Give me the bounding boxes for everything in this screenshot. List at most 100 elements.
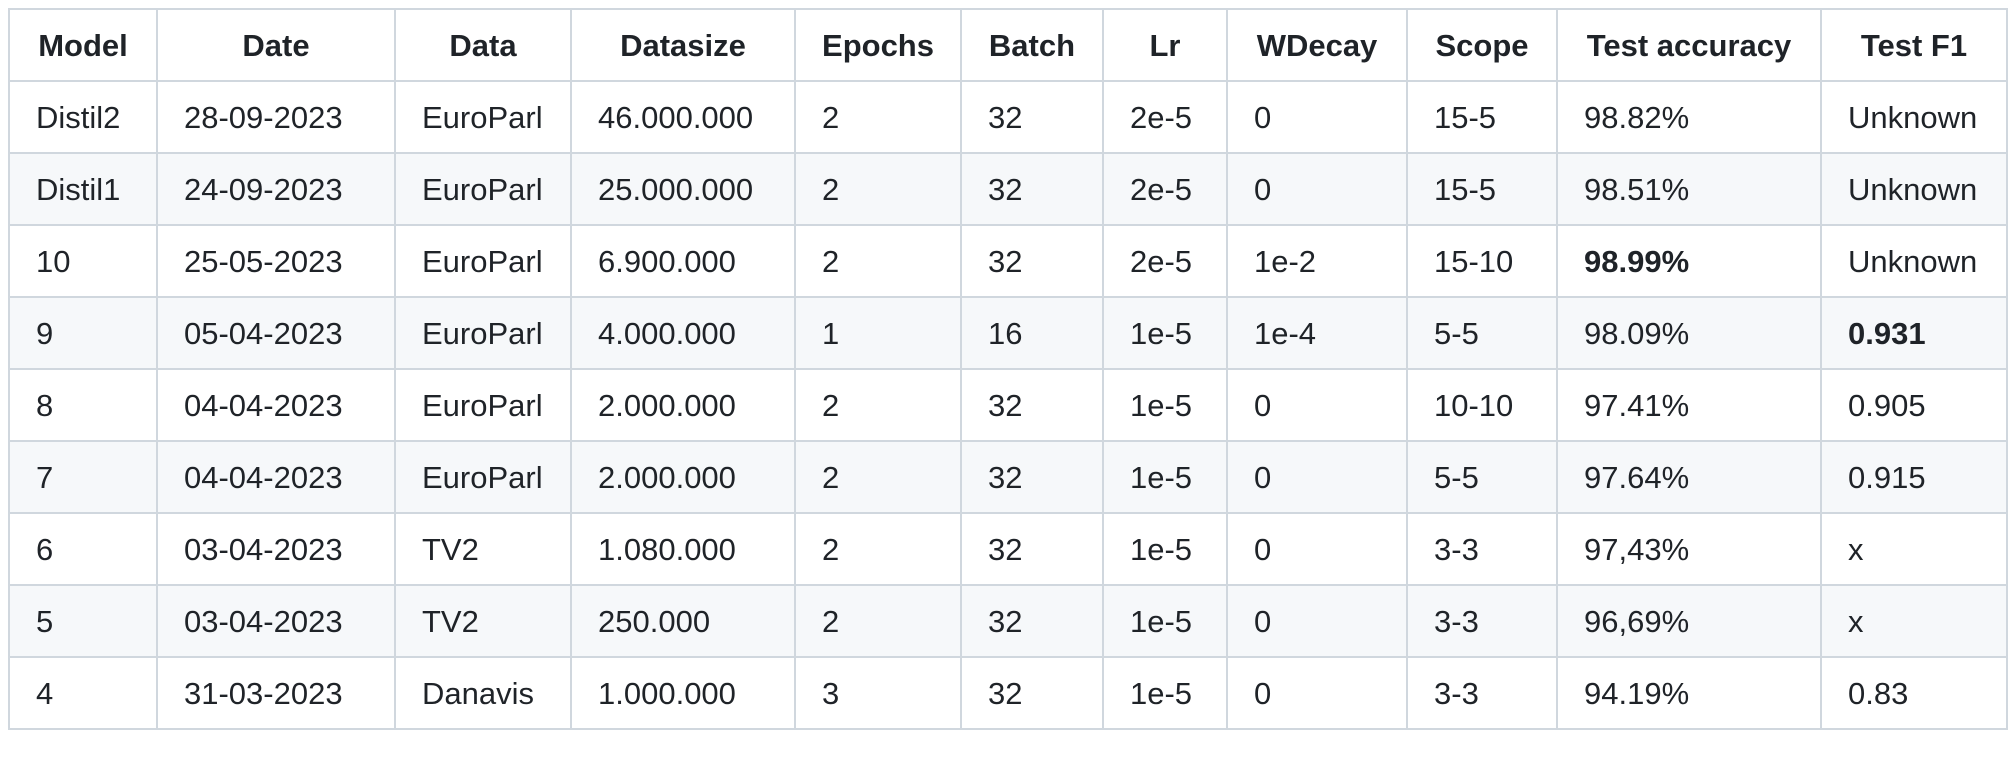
- header-scope: Scope: [1406, 8, 1558, 82]
- cell-test-accuracy: 98.51%: [1556, 152, 1822, 226]
- header-data: Data: [394, 8, 572, 82]
- cell-scope: 10-10: [1406, 368, 1558, 442]
- cell-model: 7: [8, 440, 158, 514]
- cell-test-f1: Unknown: [1820, 224, 2008, 298]
- cell-lr: 2e-5: [1102, 224, 1228, 298]
- cell-scope: 5-5: [1406, 296, 1558, 370]
- cell-batch: 32: [960, 584, 1104, 658]
- table-row: Distil2 28-09-2023 EuroParl 46.000.000 2 32 2e…: [8, 80, 2008, 154]
- table-row: 5 03-04-2023 TV2 250.000 2 32 1e-5 0 3-3 96,69% x: [8, 584, 2008, 658]
- table-row: 8 04-04-2023 EuroParl 2.000.000 2 32 1e-5 0 10-1…: [8, 368, 2008, 442]
- cell-wdecay: 0: [1226, 512, 1408, 586]
- table-row: 10 25-05-2023 EuroParl 6.900.000 2 32 2e-5 1e-2…: [8, 224, 2008, 298]
- cell-data: Danavis: [394, 656, 572, 730]
- cell-epochs: 1: [794, 296, 962, 370]
- header-datasize: Datasize: [570, 8, 796, 82]
- cell-date: 24-09-2023: [156, 152, 396, 226]
- cell-epochs: 2: [794, 512, 962, 586]
- cell-test-accuracy: 94.19%: [1556, 656, 1822, 730]
- cell-wdecay: 0: [1226, 440, 1408, 514]
- cell-epochs: 2: [794, 152, 962, 226]
- header-test-f1: Test F1: [1820, 8, 2008, 82]
- table-row: 9 05-04-2023 EuroParl 4.000.000 1 16 1e-5 1e-4 5…: [8, 296, 2008, 370]
- cell-data: EuroParl: [394, 152, 572, 226]
- cell-test-f1: 0.915: [1820, 440, 2008, 514]
- cell-date: 05-04-2023: [156, 296, 396, 370]
- table-body: Distil2 28-09-2023 EuroParl 46.000.000 2 32 2e…: [8, 80, 2008, 730]
- header-epochs: Epochs: [794, 8, 962, 82]
- cell-wdecay: 1e-4: [1226, 296, 1408, 370]
- cell-test-accuracy: 97.41%: [1556, 368, 1822, 442]
- cell-epochs: 2: [794, 368, 962, 442]
- cell-epochs: 2: [794, 440, 962, 514]
- cell-test-f1: x: [1820, 584, 2008, 658]
- cell-data: EuroParl: [394, 296, 572, 370]
- cell-model: Distil2: [8, 80, 158, 154]
- cell-date: 31-03-2023: [156, 656, 396, 730]
- header-lr: Lr: [1102, 8, 1228, 82]
- cell-wdecay: 0: [1226, 584, 1408, 658]
- cell-date: 25-05-2023: [156, 224, 396, 298]
- header-model: Model: [8, 8, 158, 82]
- cell-test-f1: 0.931: [1820, 296, 2008, 370]
- cell-wdecay: 0: [1226, 656, 1408, 730]
- cell-batch: 32: [960, 512, 1104, 586]
- cell-data: EuroParl: [394, 368, 572, 442]
- cell-scope: 15-10: [1406, 224, 1558, 298]
- cell-batch: 32: [960, 80, 1104, 154]
- header-date: Date: [156, 8, 396, 82]
- cell-model: 10: [8, 224, 158, 298]
- cell-scope: 15-5: [1406, 152, 1558, 226]
- cell-data: TV2: [394, 512, 572, 586]
- cell-test-f1: x: [1820, 512, 2008, 586]
- cell-wdecay: 0: [1226, 368, 1408, 442]
- cell-batch: 32: [960, 368, 1104, 442]
- cell-lr: 2e-5: [1102, 80, 1228, 154]
- table-row: 7 04-04-2023 EuroParl 2.000.000 2 32 1e-5 0 5-5 9…: [8, 440, 2008, 514]
- cell-datasize: 1.000.000: [570, 656, 796, 730]
- cell-date: 03-04-2023: [156, 512, 396, 586]
- cell-test-accuracy: 97.64%: [1556, 440, 1822, 514]
- cell-test-f1: Unknown: [1820, 80, 2008, 154]
- cell-test-f1: 0.905: [1820, 368, 2008, 442]
- cell-batch: 32: [960, 152, 1104, 226]
- cell-datasize: 6.900.000: [570, 224, 796, 298]
- cell-model: 5: [8, 584, 158, 658]
- cell-lr: 1e-5: [1102, 512, 1228, 586]
- cell-datasize: 1.080.000: [570, 512, 796, 586]
- table-row: 4 31-03-2023 Danavis 1.000.000 3 32 1e-5 0 3-3 94…: [8, 656, 2008, 730]
- cell-batch: 16: [960, 296, 1104, 370]
- cell-epochs: 3: [794, 656, 962, 730]
- cell-scope: 3-3: [1406, 656, 1558, 730]
- cell-wdecay: 0: [1226, 80, 1408, 154]
- cell-data: EuroParl: [394, 80, 572, 154]
- table-row: 6 03-04-2023 TV2 1.080.000 2 32 1e-5 0 3-3 97,43%…: [8, 512, 2008, 586]
- cell-model: 9: [8, 296, 158, 370]
- cell-lr: 1e-5: [1102, 584, 1228, 658]
- table-header: Model Date Data Datasize Epochs Batch Lr…: [8, 8, 2008, 82]
- results-table-container: Model Date Data Datasize Epochs Batch Lr…: [8, 8, 2008, 730]
- cell-epochs: 2: [794, 584, 962, 658]
- results-table: Model Date Data Datasize Epochs Batch Lr…: [8, 8, 2008, 730]
- cell-test-accuracy: 98.09%: [1556, 296, 1822, 370]
- cell-scope: 15-5: [1406, 80, 1558, 154]
- cell-test-accuracy: 96,69%: [1556, 584, 1822, 658]
- cell-test-f1: 0.83: [1820, 656, 2008, 730]
- cell-wdecay: 0: [1226, 152, 1408, 226]
- cell-date: 28-09-2023: [156, 80, 396, 154]
- cell-data: TV2: [394, 584, 572, 658]
- header-row: Model Date Data Datasize Epochs Batch Lr…: [8, 8, 2008, 82]
- cell-test-accuracy: 98.82%: [1556, 80, 1822, 154]
- cell-epochs: 2: [794, 224, 962, 298]
- cell-model: 4: [8, 656, 158, 730]
- cell-lr: 2e-5: [1102, 152, 1228, 226]
- cell-datasize: 4.000.000: [570, 296, 796, 370]
- cell-data: EuroParl: [394, 224, 572, 298]
- header-test-accuracy: Test accuracy: [1556, 8, 1822, 82]
- header-batch: Batch: [960, 8, 1104, 82]
- cell-model: Distil1: [8, 152, 158, 226]
- cell-batch: 32: [960, 440, 1104, 514]
- cell-datasize: 250.000: [570, 584, 796, 658]
- cell-date: 04-04-2023: [156, 440, 396, 514]
- cell-date: 03-04-2023: [156, 584, 396, 658]
